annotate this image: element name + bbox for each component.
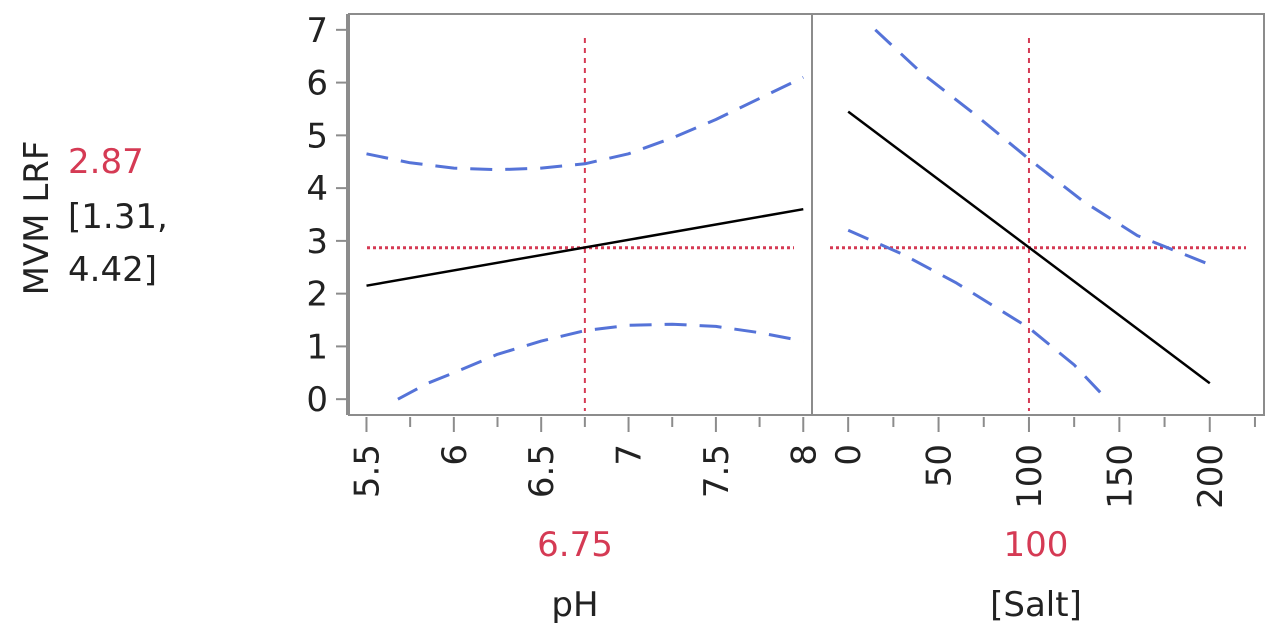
panel-ph[interactable] xyxy=(348,13,813,416)
upper-ci-line xyxy=(874,28,1211,266)
x-tick-label: 200 xyxy=(1191,444,1231,509)
y-tick-label: 3 xyxy=(306,222,328,262)
x-axis-ph: 5.5 6 6.5 7 7.5 8 xyxy=(347,417,824,498)
x-tick-label: 7.5 xyxy=(697,444,737,498)
response-ci-upper: 4.42] xyxy=(68,250,157,290)
x-tick-label: 100 xyxy=(1010,444,1050,509)
lower-ci-line xyxy=(397,322,804,401)
panel-ph-frame xyxy=(348,13,813,416)
y-axis: 0 1 2 3 4 5 6 7 xyxy=(306,11,348,420)
salt-current-value[interactable]: 100 xyxy=(1004,525,1069,565)
x-tick-label: 0 xyxy=(829,444,869,466)
prediction-line xyxy=(847,110,1211,385)
response-axis-label: MVM LRF xyxy=(17,141,57,296)
salt-factor-label: [Salt] xyxy=(990,585,1082,625)
upper-ci-line xyxy=(366,75,804,172)
ph-current-value[interactable]: 6.75 xyxy=(537,525,613,565)
panel-salt-frame xyxy=(811,13,1265,416)
y-tick-label: 2 xyxy=(306,275,328,315)
panel-salt[interactable] xyxy=(811,13,1265,416)
y-tick-label: 4 xyxy=(306,169,328,209)
x-tick-label: 6 xyxy=(435,444,475,466)
y-tick-label: 7 xyxy=(306,11,328,51)
y-tick-label: 1 xyxy=(306,327,328,367)
x-tick-label: 50 xyxy=(920,444,960,487)
y-tick-label: 5 xyxy=(306,116,328,156)
response-current-value: 2.87 xyxy=(68,142,144,182)
prediction-line xyxy=(366,207,804,287)
x-tick-label: 8 xyxy=(784,444,824,466)
x-tick-label: 6.5 xyxy=(522,444,562,498)
lower-ci-line xyxy=(847,228,1108,401)
x-axis-salt: 0 50 100 150 200 xyxy=(829,417,1256,509)
y-tick-label: 0 xyxy=(306,380,328,420)
y-tick-label: 6 xyxy=(306,64,328,104)
x-tick-label: 7 xyxy=(610,444,650,466)
response-ci-lower: [1.31, xyxy=(68,197,168,237)
x-tick-label: 5.5 xyxy=(347,444,387,498)
ph-factor-label: pH xyxy=(551,585,598,625)
x-tick-label: 150 xyxy=(1100,444,1140,509)
